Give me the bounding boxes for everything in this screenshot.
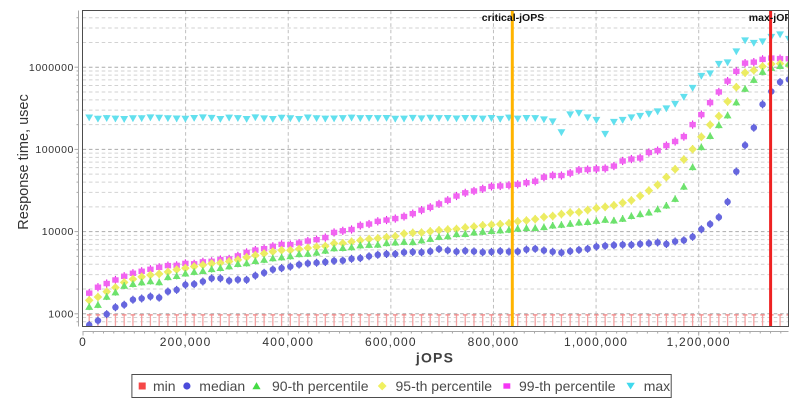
svg-text:400,000: 400,000 [262, 335, 314, 349]
svg-text:600,000: 600,000 [365, 335, 417, 349]
svg-text:critical-jOPS: critical-jOPS [482, 12, 544, 24]
svg-text:99-th percentile: 99-th percentile [519, 378, 616, 394]
svg-text:95-th percentile: 95-th percentile [396, 378, 493, 394]
svg-text:Response time, usec: Response time, usec [16, 94, 32, 229]
svg-text:1,000,000: 1,000,000 [564, 335, 628, 349]
svg-text:max: max [644, 378, 670, 394]
svg-text:min: min [153, 378, 176, 394]
svg-text:1000000: 1000000 [29, 62, 74, 74]
svg-text:max-jOPS: max-jOPS [749, 12, 799, 24]
svg-text:median: median [199, 378, 245, 394]
svg-text:0: 0 [79, 335, 87, 349]
svg-text:90-th percentile: 90-th percentile [272, 378, 369, 394]
svg-text:1,200,000: 1,200,000 [667, 335, 731, 349]
svg-text:10000: 10000 [42, 226, 74, 238]
svg-text:1000: 1000 [48, 308, 74, 320]
svg-text:100000: 100000 [35, 144, 74, 156]
svg-text:200,000: 200,000 [160, 335, 212, 349]
svg-text:jOPS: jOPS [415, 350, 454, 366]
svg-text:800,000: 800,000 [468, 335, 520, 349]
